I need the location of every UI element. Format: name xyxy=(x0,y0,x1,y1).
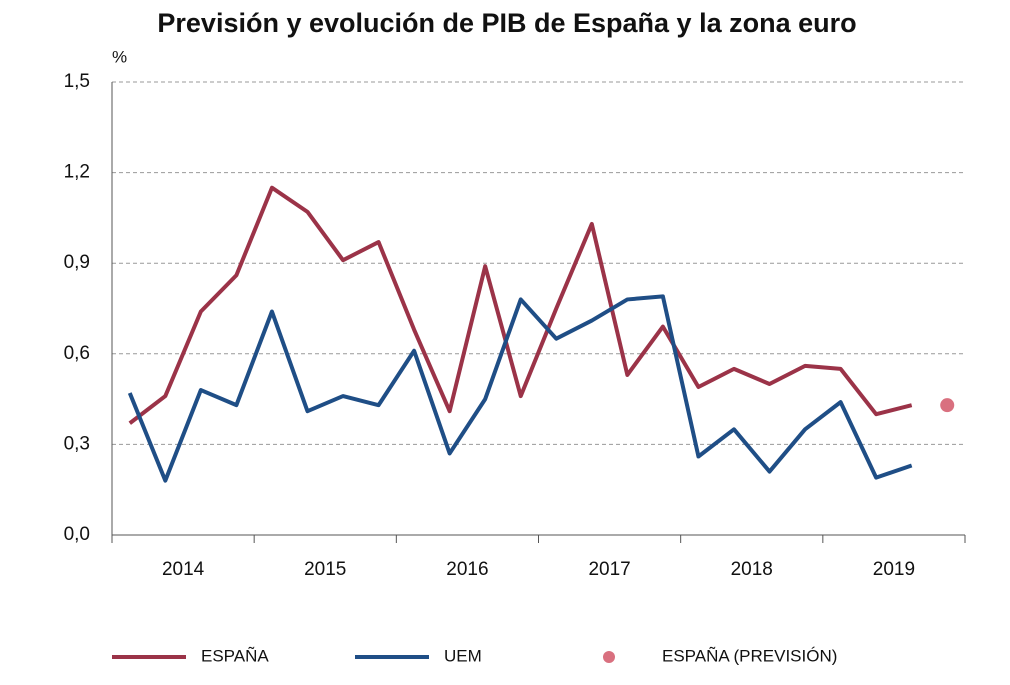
y-tick-label: 0,3 xyxy=(64,433,90,454)
y-tick-label: 1,5 xyxy=(64,71,90,92)
x-tick-label: 2015 xyxy=(304,559,346,580)
y-tick-label: 0,9 xyxy=(64,252,90,273)
x-tick-label: 2016 xyxy=(446,559,488,580)
legend-label: ESPAÑA xyxy=(201,646,269,665)
y-tick-label: 0,0 xyxy=(64,524,90,545)
legend-label: UEM xyxy=(444,646,482,665)
legend-label: ESPAÑA (PREVISIÓN) xyxy=(662,646,837,665)
chart-title: Previsión y evolución de PIB de España y… xyxy=(157,8,856,38)
forecast-dot xyxy=(940,398,955,413)
x-tick-label: 2018 xyxy=(731,559,773,580)
y-tick-label: 0,6 xyxy=(64,343,90,364)
x-tick-label: 2019 xyxy=(873,559,915,580)
x-tick-label: 2017 xyxy=(588,559,630,580)
x-tick-label: 2014 xyxy=(162,559,205,580)
y-unit: % xyxy=(112,47,127,66)
legend-swatch xyxy=(603,651,615,663)
y-tick-label: 1,2 xyxy=(64,162,90,183)
series-line xyxy=(128,185,913,425)
series-line xyxy=(127,294,913,483)
